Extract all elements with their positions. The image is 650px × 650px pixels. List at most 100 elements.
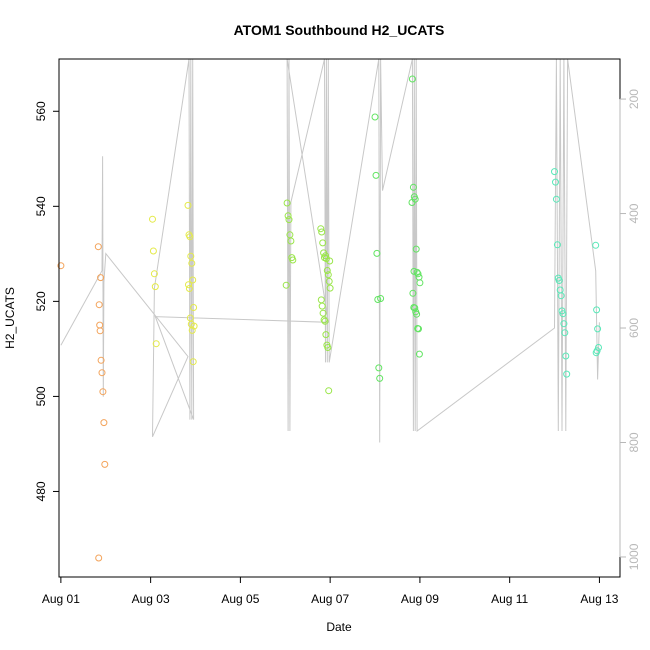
data-point xyxy=(187,252,195,260)
y2-tick-label: 400 xyxy=(627,203,641,223)
y-tick-label: 500 xyxy=(34,386,48,406)
y2-tick-label: 600 xyxy=(627,318,641,338)
data-point xyxy=(551,168,558,176)
x-tick-label: Aug 07 xyxy=(311,592,349,606)
x-axis: Aug 01 Aug 03 Aug 05 Aug 07 Aug 09 Aug 11 Aug … xyxy=(42,576,619,606)
chart-title: ATOM1 Southbound H2_UCATS xyxy=(234,22,445,38)
data-point xyxy=(189,358,197,366)
x-tick-label: Aug 11 xyxy=(491,592,528,606)
x-tick-label: Aug 05 xyxy=(221,592,259,606)
data-point xyxy=(186,233,194,241)
x-tick-label: Aug 09 xyxy=(401,592,439,606)
data-point xyxy=(415,350,423,358)
data-point xyxy=(284,212,292,220)
y2-tick-label: 800 xyxy=(627,432,641,452)
data-point xyxy=(553,241,561,249)
data-point xyxy=(557,292,565,300)
y-axis: 480 500 520 540 560 xyxy=(34,101,60,501)
data-point xyxy=(99,388,107,396)
data-point xyxy=(320,316,328,324)
data-point xyxy=(377,295,385,302)
data-point xyxy=(95,301,103,309)
altitude-trace-line xyxy=(60,58,600,443)
data-point xyxy=(100,419,108,427)
data-point xyxy=(410,267,418,275)
data-point xyxy=(101,460,109,468)
data-point xyxy=(375,364,383,372)
data-point xyxy=(57,262,65,270)
data-point xyxy=(408,75,416,83)
data-point xyxy=(185,285,193,292)
data-point xyxy=(152,340,160,348)
y-tick-label: 520 xyxy=(34,291,48,311)
data-point xyxy=(319,239,327,247)
y-tick-label: 540 xyxy=(34,196,48,216)
data-point xyxy=(594,325,602,333)
data-point xyxy=(324,344,332,351)
data-point xyxy=(325,387,333,395)
data-point xyxy=(321,317,329,325)
data-point xyxy=(409,183,417,191)
data-point xyxy=(373,249,381,257)
data-point xyxy=(413,310,421,318)
data-point xyxy=(552,178,559,186)
data-point xyxy=(318,302,326,310)
data-point xyxy=(188,259,196,267)
data-point xyxy=(559,310,567,318)
data-point xyxy=(318,228,326,236)
data-point xyxy=(189,276,197,284)
y2-tick-label: 1000 xyxy=(627,543,641,570)
data-point xyxy=(98,369,106,377)
data-point xyxy=(287,237,295,245)
data-point xyxy=(325,277,333,285)
data-points xyxy=(57,75,602,562)
plot-frame xyxy=(58,58,621,578)
data-point xyxy=(285,216,293,224)
data-point xyxy=(409,289,417,297)
data-point xyxy=(324,271,332,279)
data-point xyxy=(555,277,563,284)
data-point xyxy=(289,256,297,264)
secondary-y-axis: 200 400 600 800 1000 xyxy=(619,89,641,570)
data-point xyxy=(151,283,159,291)
data-point xyxy=(563,370,571,378)
data-point xyxy=(94,243,102,251)
data-point xyxy=(322,252,329,260)
x-axis-label: Date xyxy=(326,620,352,634)
data-point xyxy=(323,267,331,274)
data-point xyxy=(552,195,560,203)
x-tick-label: Aug 01 xyxy=(42,592,80,606)
data-point xyxy=(592,241,600,249)
data-point xyxy=(593,347,601,355)
x-tick-label: Aug 03 xyxy=(132,592,170,606)
data-point xyxy=(96,321,104,329)
y2-tick-label: 200 xyxy=(627,89,641,109)
data-point xyxy=(319,309,327,317)
data-point xyxy=(188,326,196,334)
data-point xyxy=(317,225,325,233)
data-point xyxy=(326,257,334,265)
data-point xyxy=(413,268,421,276)
y-axis-label: H2_UCATS xyxy=(3,287,17,349)
data-point xyxy=(317,296,325,304)
data-point xyxy=(416,279,424,287)
data-point xyxy=(560,320,568,328)
altitude-trace xyxy=(60,58,600,443)
data-point xyxy=(95,554,103,562)
data-point xyxy=(97,356,105,364)
data-point xyxy=(190,304,198,311)
data-point xyxy=(372,171,380,179)
data-point xyxy=(149,215,156,223)
data-point xyxy=(412,245,420,253)
data-point xyxy=(408,199,416,206)
data-point xyxy=(322,331,330,339)
data-point xyxy=(561,329,569,337)
y-tick-label: 480 xyxy=(34,481,48,501)
data-point xyxy=(283,199,291,207)
data-point xyxy=(97,274,105,282)
data-point xyxy=(96,327,104,335)
data-point xyxy=(185,281,192,289)
data-point xyxy=(282,281,290,289)
y-tick-label: 560 xyxy=(34,101,48,121)
